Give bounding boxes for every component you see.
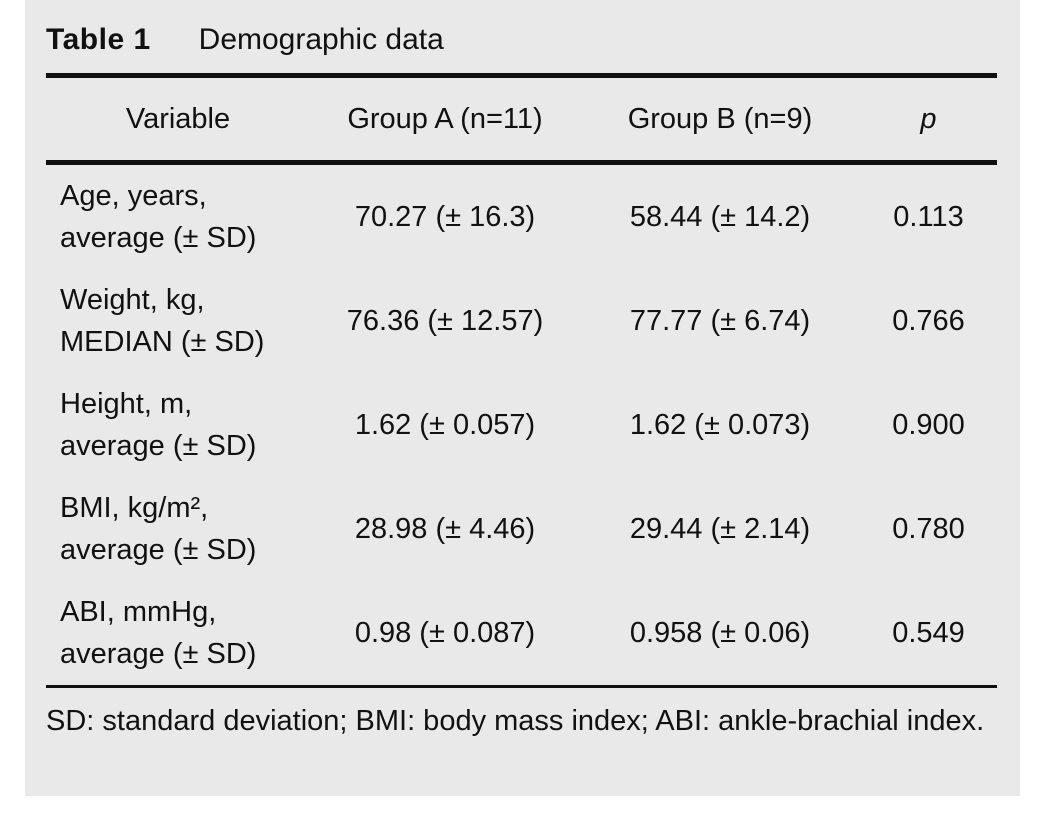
- group-b-cell: 0.958 (± 0.06): [629, 616, 811, 649]
- table-row: BMI, kg/m², average (± SD) 28.98 (± 4.46…: [46, 477, 997, 581]
- table-row: Height, m, average (± SD) 1.62 (± 0.057)…: [46, 373, 997, 477]
- table-row: Weight, kg, MEDIAN (± SD) 76.36 (± 12.57…: [46, 269, 997, 373]
- header-rule: [46, 160, 997, 165]
- variable-cell: Height, m, average (± SD): [46, 383, 310, 467]
- group-a-cell: 76.36 (± 12.57): [346, 304, 544, 337]
- variable-line: Weight, kg,: [60, 283, 205, 316]
- top-rule: [46, 73, 997, 78]
- table-header-row: Variable Group A (n=11) Group B (n=9) p: [46, 78, 997, 160]
- column-header-variable: Variable: [125, 102, 231, 135]
- variable-line: ABI, mmHg,: [60, 595, 217, 628]
- table-row: ABI, mmHg, average (± SD) 0.98 (± 0.087)…: [46, 581, 997, 685]
- variable-line: MEDIAN (± SD): [60, 326, 265, 358]
- group-a-cell: 1.62 (± 0.057): [354, 408, 536, 441]
- column-header-group-a: Group A (n=11): [347, 102, 543, 135]
- variable-cell: Age, years, average (± SD): [46, 175, 310, 259]
- table-row: Age, years, average (± SD) 70.27 (± 16.3…: [46, 165, 997, 269]
- variable-cell: Weight, kg, MEDIAN (± SD): [46, 279, 310, 363]
- table-caption: Table 1 Demographic data: [46, 0, 997, 73]
- group-b-cell: 1.62 (± 0.073): [629, 408, 811, 441]
- p-value-cell: 0.766: [892, 304, 965, 337]
- p-value-cell: 0.113: [893, 200, 964, 233]
- group-a-cell: 70.27 (± 16.3): [354, 200, 536, 233]
- variable-cell: ABI, mmHg, average (± SD): [46, 591, 310, 675]
- variable-line: BMI, kg/m²,: [60, 491, 209, 524]
- table-footnote: SD: standard deviation; BMI: body mass i…: [46, 705, 985, 737]
- p-value-cell: 0.549: [892, 616, 965, 649]
- table-title: Demographic data: [198, 23, 444, 56]
- bottom-rule: [46, 685, 997, 688]
- variable-line: Height, m,: [60, 387, 193, 420]
- table-label: Table 1: [46, 23, 151, 56]
- column-header-p: p: [920, 102, 937, 135]
- table-panel: Table 1 Demographic data Variable Group …: [25, 0, 1020, 796]
- p-value-cell: 0.900: [892, 408, 965, 441]
- group-a-cell: 0.98 (± 0.087): [354, 616, 536, 649]
- variable-cell: BMI, kg/m², average (± SD): [46, 487, 310, 571]
- variable-line: average (± SD): [60, 534, 257, 566]
- variable-line: average (± SD): [60, 430, 257, 462]
- group-b-cell: 29.44 (± 2.14): [629, 512, 811, 545]
- group-b-cell: 58.44 (± 14.2): [629, 200, 811, 233]
- group-b-cell: 77.77 (± 6.74): [629, 304, 811, 337]
- table-body: Age, years, average (± SD) 70.27 (± 16.3…: [46, 165, 997, 685]
- group-a-cell: 28.98 (± 4.46): [354, 512, 536, 545]
- variable-line: average (± SD): [60, 638, 257, 670]
- variable-line: average (± SD): [60, 222, 257, 254]
- p-value-cell: 0.780: [892, 512, 965, 545]
- variable-line: Age, years,: [60, 179, 207, 212]
- column-header-group-b: Group B (n=9): [627, 102, 813, 135]
